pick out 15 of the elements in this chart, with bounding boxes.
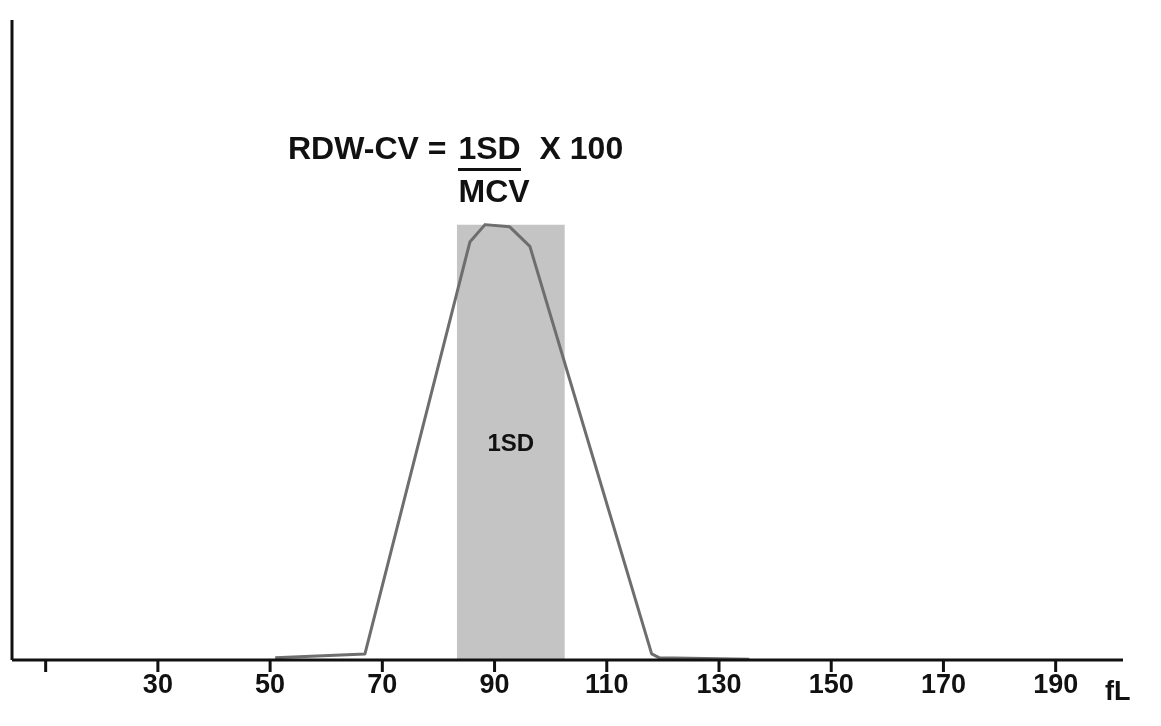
x-tick-label: 170 [920, 669, 966, 700]
band-label: 1SD [487, 428, 535, 456]
text: X 100 [539, 129, 624, 168]
x-tick-label: 130 [696, 669, 742, 700]
x-tick-label: 70 [367, 669, 398, 700]
x-tick-label: 190 [1033, 669, 1079, 700]
x-tick-label: 30 [142, 669, 173, 700]
text: MCV [458, 172, 530, 211]
text: RDW-CV = [288, 129, 447, 168]
text: 1SD [458, 128, 521, 171]
x-tick-label: 110 [585, 669, 629, 700]
x-tick-label: 50 [255, 669, 286, 700]
x-tick-label: 150 [808, 669, 854, 700]
x-tick-label: 90 [479, 669, 510, 700]
x-axis-title: fL [1105, 676, 1131, 707]
